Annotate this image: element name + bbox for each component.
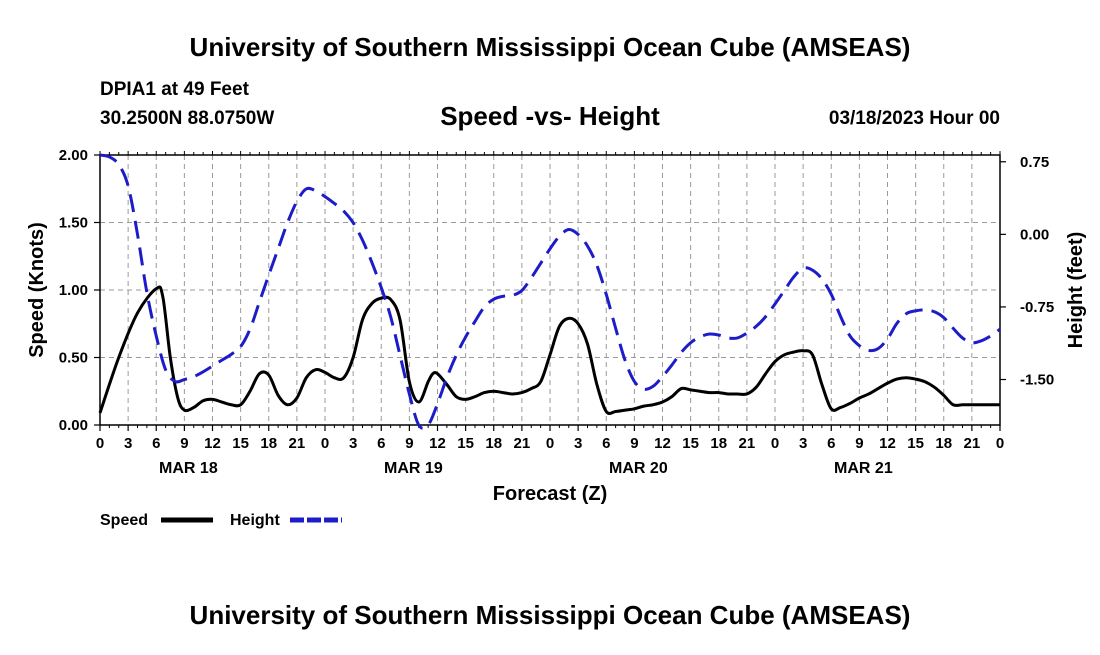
x-tick-label: 21 bbox=[514, 435, 531, 452]
x-tick-label: 12 bbox=[429, 435, 446, 452]
y2-axis-label: Height (feet) bbox=[1065, 232, 1087, 349]
x-tick-label: 6 bbox=[602, 435, 610, 452]
x-tick-label: 0 bbox=[321, 435, 329, 452]
x-tick-label: 0 bbox=[546, 435, 554, 452]
y2-tick-label: -1.50 bbox=[1020, 372, 1054, 389]
coordinates-label: 30.2500N 88.0750W bbox=[100, 108, 274, 129]
page-title: University of Southern Mississippi Ocean… bbox=[190, 32, 911, 62]
x-tick-label: 15 bbox=[457, 435, 474, 452]
x-tick-label: 12 bbox=[654, 435, 671, 452]
x-tick-label: 3 bbox=[799, 435, 807, 452]
y-tick-label: 1.50 bbox=[59, 215, 88, 232]
axis-ticks: 0 3 6 9 12 15 18 21 0 3 6 9 12 15 18 21 0 3 6 9 12 15 18 21 0 3 6 9… bbox=[59, 147, 1054, 477]
x-axis-label: Forecast (Z) bbox=[493, 483, 607, 505]
x-tick-label: 0 bbox=[996, 435, 1004, 452]
x-tick-label: 15 bbox=[907, 435, 924, 452]
y2-tick-label: 0.75 bbox=[1020, 154, 1049, 171]
x-tick-label: 12 bbox=[879, 435, 896, 452]
y2-tick-label: 0.00 bbox=[1020, 226, 1049, 243]
x-tick-label: 3 bbox=[574, 435, 582, 452]
y-axis-label: Speed (Knots) bbox=[26, 222, 48, 358]
x-tick-label: 0 bbox=[771, 435, 779, 452]
datetime-label: 03/18/2023 Hour 00 bbox=[829, 108, 1000, 129]
x-tick-label: 0 bbox=[96, 435, 104, 452]
x-tick-label: 9 bbox=[180, 435, 188, 452]
legend-speed-label: Speed bbox=[100, 512, 148, 529]
grid bbox=[100, 155, 1000, 425]
footer-title: University of Southern Mississippi Ocean… bbox=[190, 600, 911, 630]
date-label: MAR 18 bbox=[159, 460, 218, 477]
y-tick-label: 0.50 bbox=[59, 350, 88, 367]
x-tick-label: 6 bbox=[377, 435, 385, 452]
x-tick-label: 9 bbox=[630, 435, 638, 452]
y-tick-label: 0.00 bbox=[59, 417, 88, 434]
legend-height-label: Height bbox=[230, 512, 280, 529]
x-tick-label: 15 bbox=[232, 435, 249, 452]
x-tick-label: 15 bbox=[682, 435, 699, 452]
x-tick-label: 21 bbox=[964, 435, 981, 452]
series-line-height bbox=[99, 153, 1001, 430]
chart-title: Speed -vs- Height bbox=[440, 101, 660, 131]
x-tick-label: 9 bbox=[855, 435, 863, 452]
x-tick-label: 9 bbox=[405, 435, 413, 452]
series-line-speed bbox=[98, 285, 1000, 416]
y-tick-label: 2.00 bbox=[59, 147, 88, 164]
x-tick-label: 21 bbox=[739, 435, 756, 452]
x-tick-label: 6 bbox=[152, 435, 160, 452]
x-tick-label: 21 bbox=[289, 435, 306, 452]
x-tick-label: 12 bbox=[204, 435, 221, 452]
x-tick-label: 18 bbox=[935, 435, 952, 452]
y2-tick-label: -0.75 bbox=[1020, 299, 1054, 316]
date-label: MAR 19 bbox=[384, 460, 443, 477]
station-label: DPIA1 at 49 Feet bbox=[100, 79, 250, 100]
x-tick-label: 3 bbox=[349, 435, 357, 452]
series-lines bbox=[98, 153, 1001, 430]
x-tick-label: 3 bbox=[124, 435, 132, 452]
x-tick-label: 18 bbox=[485, 435, 502, 452]
y-tick-label: 1.00 bbox=[59, 282, 88, 299]
x-tick-label: 6 bbox=[827, 435, 835, 452]
date-label: MAR 20 bbox=[609, 460, 668, 477]
x-tick-label: 18 bbox=[260, 435, 277, 452]
x-tick-label: 18 bbox=[710, 435, 727, 452]
date-label: MAR 21 bbox=[834, 460, 893, 477]
